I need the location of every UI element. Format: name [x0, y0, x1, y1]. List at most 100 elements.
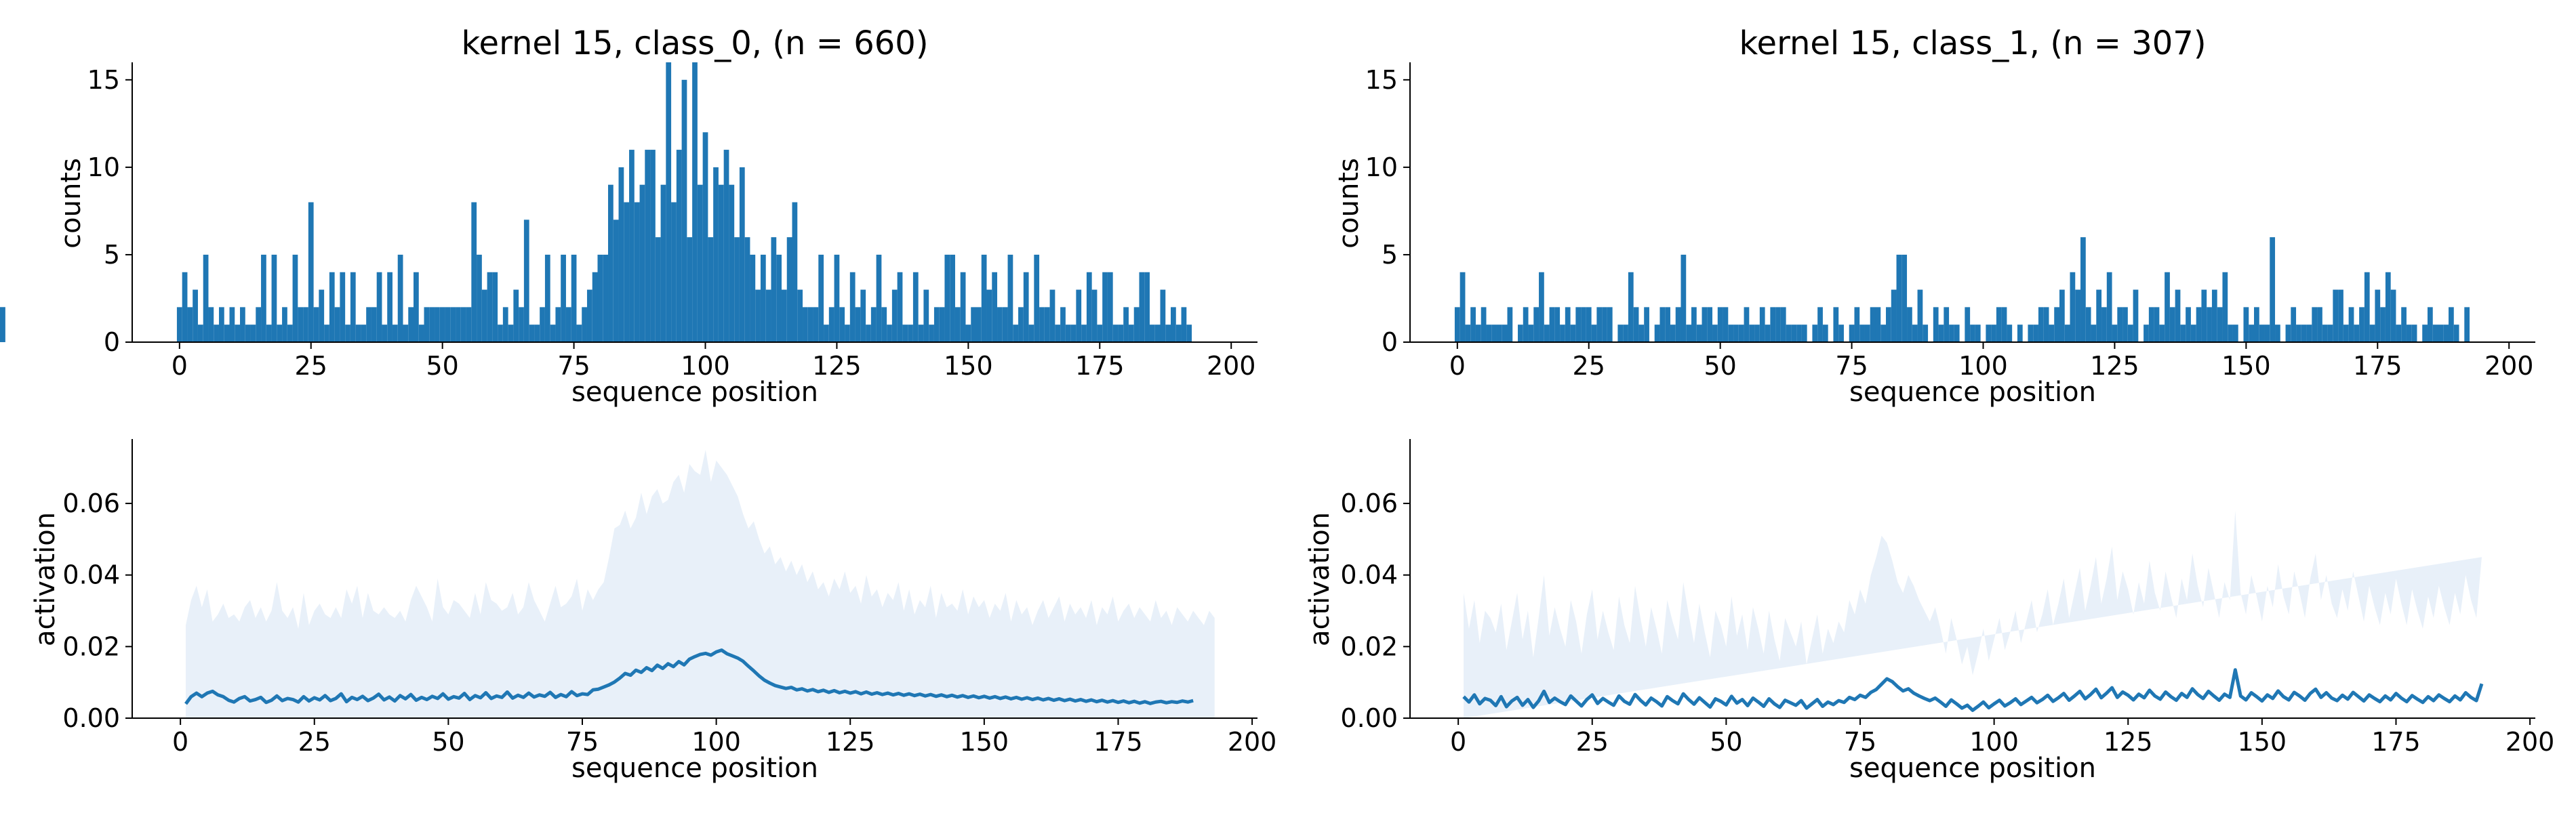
bar — [755, 289, 761, 342]
bar — [676, 150, 682, 342]
bar — [2186, 307, 2191, 342]
bar — [692, 62, 698, 342]
y-tick-label: 0 — [1382, 327, 1398, 357]
bar — [2296, 325, 2301, 342]
bar — [0, 307, 5, 342]
bar — [1623, 325, 1628, 342]
bar — [1744, 307, 1750, 342]
bar — [1801, 325, 1807, 342]
bar — [834, 254, 840, 342]
bar — [650, 150, 656, 342]
bar — [2080, 237, 2086, 342]
bar — [645, 150, 651, 342]
y-tick-label: 10 — [87, 152, 120, 182]
bar — [2169, 307, 2175, 342]
bar — [2348, 307, 2354, 342]
bar — [744, 237, 750, 342]
bar — [1023, 272, 1029, 342]
bar — [839, 307, 845, 342]
x-tick-label: 200 — [1207, 351, 1256, 381]
bar — [891, 289, 898, 342]
bar — [334, 307, 340, 342]
bar — [2449, 307, 2454, 342]
bar — [1596, 307, 1603, 342]
bar — [2043, 307, 2049, 342]
bar — [1518, 325, 1523, 342]
bar — [1160, 289, 1166, 342]
bar — [634, 202, 640, 342]
bar — [1659, 307, 1666, 342]
bar — [1838, 325, 1844, 342]
bar — [965, 325, 971, 342]
bar — [2249, 325, 2254, 342]
x-tick-label: 175 — [2353, 351, 2402, 381]
bar — [624, 202, 630, 342]
bar — [523, 220, 529, 342]
bar — [1670, 325, 1676, 342]
bar — [1465, 325, 1471, 342]
bar — [944, 254, 950, 342]
bar — [923, 289, 929, 342]
x-tick-label: 150 — [2221, 351, 2271, 381]
bar — [2322, 325, 2328, 342]
bar — [487, 272, 493, 342]
bar — [224, 325, 230, 342]
bar — [1986, 325, 1992, 342]
bar — [828, 307, 834, 342]
bar — [1502, 325, 1508, 342]
bar — [639, 184, 645, 342]
bar — [713, 167, 719, 342]
bar — [1018, 307, 1024, 342]
mean-activation-line — [1462, 668, 2484, 712]
bar — [350, 272, 356, 342]
bar — [660, 184, 666, 342]
bar — [908, 325, 913, 342]
max-activation-band — [186, 449, 1215, 718]
bar — [2438, 325, 2444, 342]
bar — [1965, 307, 1971, 342]
bar — [2190, 325, 2196, 342]
x-tick-label: 100 — [1969, 727, 2019, 757]
bar — [1754, 325, 1760, 342]
x-tick-label: 75 — [557, 351, 590, 381]
plot-area — [1454, 237, 2470, 342]
bar — [876, 254, 882, 342]
x-tick-label: 200 — [2484, 351, 2534, 381]
bar — [813, 307, 819, 342]
bar — [1112, 325, 1119, 342]
bar — [976, 307, 982, 342]
mean-activation-line — [184, 648, 1194, 705]
bar — [187, 307, 193, 342]
bar — [765, 289, 771, 342]
bar — [613, 220, 619, 342]
bar — [1002, 307, 1008, 342]
bar — [1575, 307, 1582, 342]
bar — [986, 289, 992, 342]
activation-panel-class-1: sequence position activation 0 25 50 75 100 1… — [1304, 439, 2554, 784]
bar — [671, 202, 677, 342]
bar — [1975, 325, 1981, 342]
bar — [807, 307, 813, 342]
bar — [498, 325, 503, 342]
bar — [1833, 307, 1839, 342]
bar — [240, 307, 245, 342]
bar — [1486, 325, 1492, 342]
bar — [414, 272, 419, 342]
bar — [218, 307, 224, 342]
bar — [2390, 289, 2396, 342]
bar — [655, 237, 661, 342]
bar — [1886, 307, 1891, 342]
bar — [981, 254, 987, 342]
bar — [597, 254, 603, 342]
bar — [1528, 325, 1534, 342]
bar — [2175, 289, 2181, 342]
plot-area — [0, 62, 1192, 342]
bar — [860, 289, 866, 342]
bar — [235, 325, 241, 342]
x-tick-label: 25 — [1576, 727, 1609, 757]
bar — [408, 307, 414, 342]
bar — [2207, 307, 2212, 342]
x-tick-label: 0 — [172, 727, 188, 757]
bar — [1896, 254, 1902, 342]
